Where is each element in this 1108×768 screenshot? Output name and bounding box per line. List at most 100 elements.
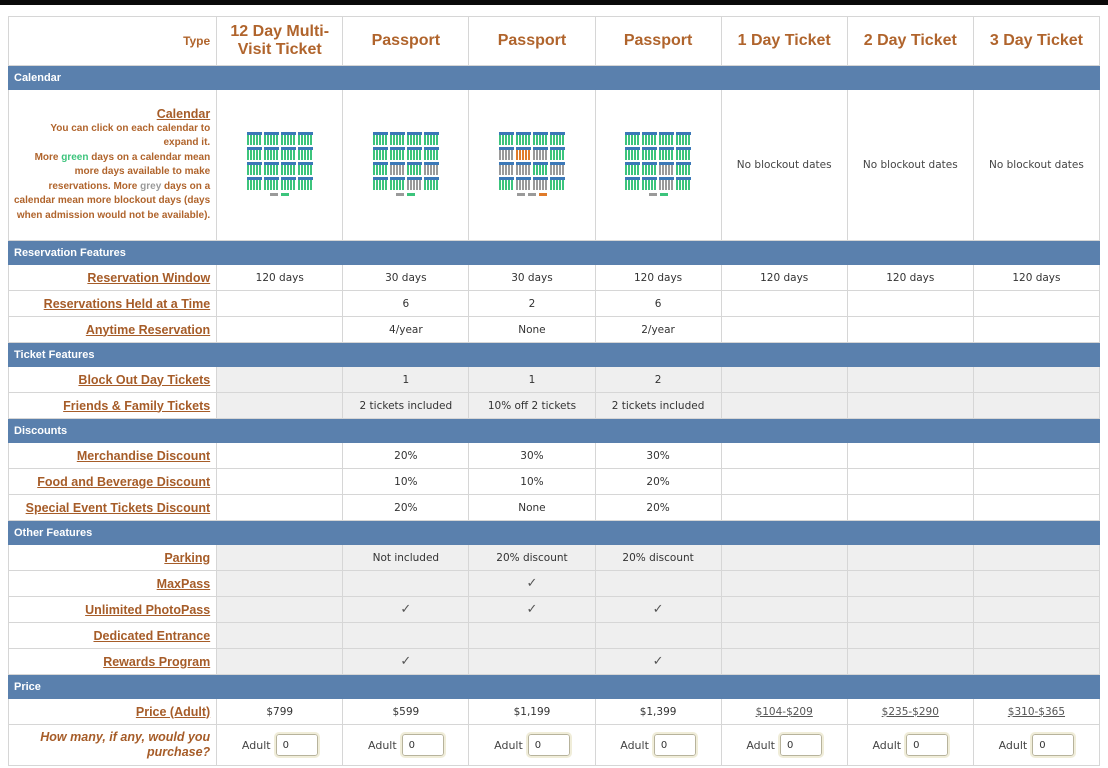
friends-family-tickets-label-cell: Friends & Family Tickets <box>7 392 218 419</box>
calendar-month <box>532 146 548 160</box>
food-beverage-discount-label-cell: Food and Beverage Discount <box>7 468 218 495</box>
merchandise-discount-label-cell: Merchandise Discount <box>7 442 218 469</box>
empty-cell <box>720 570 848 597</box>
calendar-month <box>389 131 405 145</box>
merchandise-discount-value <box>846 442 974 469</box>
maxpass-row: MaxPass ✓ <box>7 570 1101 597</box>
parking-link[interactable]: Parking <box>164 550 211 565</box>
empty-cell <box>972 622 1101 649</box>
calendar-desc-2a: More <box>34 151 62 163</box>
calendar-month <box>532 176 548 190</box>
price-range-link[interactable]: $104-$209 <box>755 705 813 718</box>
calendar-month <box>406 146 422 160</box>
reservation-window-value: 120 days <box>720 264 848 291</box>
anytime-reservation-value: 2/year <box>594 316 722 343</box>
dedicated-entrance-label-cell: Dedicated Entrance <box>7 622 218 649</box>
price-section-header: Price <box>8 674 1100 699</box>
food-beverage-discount-value: 10% <box>468 468 596 495</box>
calendar-month <box>406 176 422 190</box>
checkmark-icon: ✓ <box>594 648 722 675</box>
anytime-reservation-row: Anytime Reservation 4/year None 2/year <box>7 316 1101 343</box>
price-range-link[interactable]: $235-$290 <box>881 705 939 718</box>
empty-cell <box>846 648 974 675</box>
anytime-reservation-link[interactable]: Anytime Reservation <box>85 322 211 337</box>
calendar-month <box>642 176 658 190</box>
calendar-month <box>659 146 675 160</box>
price-section-row: Price <box>8 674 1100 699</box>
rewards-program-link[interactable]: Rewards Program <box>103 654 211 669</box>
quantity-cell: Adult <box>342 724 470 766</box>
adult-quantity-input[interactable] <box>399 732 446 758</box>
adult-quantity-input[interactable] <box>904 732 951 758</box>
anytime-reservation-value <box>216 316 344 343</box>
block-out-day-tickets-link[interactable]: Block Out Day Tickets <box>78 372 211 387</box>
calendar-thumbnail[interactable] <box>498 131 565 198</box>
price-cell: $599 <box>342 698 470 725</box>
quantity-cell: Adult <box>216 724 344 766</box>
parking-value: 20% discount <box>468 544 596 571</box>
price-value: $799 <box>266 705 294 718</box>
food-beverage-discount-value <box>720 468 848 495</box>
reservations-held-link[interactable]: Reservations Held at a Time <box>43 296 211 311</box>
calendar-month <box>549 146 565 160</box>
adult-quantity-input[interactable] <box>651 732 698 758</box>
ticket-section-row: Ticket Features <box>8 342 1100 367</box>
merchandise-discount-link[interactable]: Merchandise Discount <box>76 448 211 463</box>
calendar-thumbnail[interactable] <box>246 131 313 198</box>
calendar-cell <box>342 89 470 241</box>
special-event-discount-value: None <box>468 494 596 521</box>
friends-family-tickets-link[interactable]: Friends & Family Tickets <box>63 398 211 413</box>
food-beverage-discount-value <box>846 468 974 495</box>
price-value: $599 <box>392 705 420 718</box>
special-event-discount-value: 20% <box>594 494 722 521</box>
ticket-comparison-table: Type 12 Day Multi-Visit Ticket Passport Pas… <box>7 16 1101 766</box>
block-out-day-tickets-value: 1 <box>468 366 596 393</box>
calendar-month <box>515 131 531 145</box>
calendar-month <box>549 176 565 190</box>
food-beverage-discount-link[interactable]: Food and Beverage Discount <box>37 474 211 489</box>
calendar-month <box>659 176 675 190</box>
rewards-program-row: Rewards Program ✓ ✓ <box>7 648 1101 675</box>
empty-cell <box>216 622 344 649</box>
calendar-desc-2c: days on a calendar mean more blockout da… <box>14 180 211 221</box>
quantity-cell: Adult <box>468 724 596 766</box>
type-label: Type <box>7 16 218 66</box>
friends-family-tickets-value <box>720 392 848 419</box>
calendar-link[interactable]: Calendar <box>156 107 211 121</box>
reservation-window-link[interactable]: Reservation Window <box>87 270 211 285</box>
merchandise-discount-value: 30% <box>594 442 722 469</box>
calendar-thumbnail[interactable] <box>372 131 439 198</box>
adult-quantity-input[interactable] <box>525 732 572 758</box>
checkmark-icon: ✓ <box>342 648 470 675</box>
price-range-link[interactable]: $310-$365 <box>1007 705 1066 718</box>
calendar-month <box>406 131 422 145</box>
reservations-held-value <box>216 290 344 317</box>
adult-label: Adult <box>872 738 902 752</box>
maxpass-link[interactable]: MaxPass <box>156 576 211 591</box>
special-event-discount-link[interactable]: Special Event Tickets Discount <box>25 500 211 515</box>
empty-cell <box>342 570 470 597</box>
special-event-discount-value <box>972 494 1101 521</box>
empty-cell <box>342 622 470 649</box>
merchandise-discount-row: Merchandise Discount 20% 30% 30% <box>7 442 1101 469</box>
window-top-bar <box>0 0 1108 5</box>
adult-quantity-input[interactable] <box>778 732 824 758</box>
adult-quantity-input[interactable] <box>1030 732 1077 758</box>
calendar-month <box>372 176 388 190</box>
price-adult-link[interactable]: Price (Adult) <box>135 704 211 719</box>
quantity-cell: Adult <box>846 724 974 766</box>
parking-value <box>846 544 974 571</box>
parking-value: 20% discount <box>594 544 722 571</box>
calendar-thumbnail[interactable] <box>625 131 692 198</box>
calendar-month <box>389 176 405 190</box>
unlimited-photopass-link[interactable]: Unlimited PhotoPass <box>85 602 211 617</box>
adult-quantity-input[interactable] <box>273 732 320 758</box>
dedicated-entrance-link[interactable]: Dedicated Entrance <box>93 628 211 643</box>
purchase-question: How many, if any, would you purchase? <box>7 724 218 766</box>
price-cell: $104-$209 <box>720 698 848 725</box>
column-header: Passport <box>594 16 722 66</box>
special-event-discount-value <box>846 494 974 521</box>
empty-cell <box>846 570 974 597</box>
friends-family-tickets-row: Friends & Family Tickets 2 tickets includ… <box>7 392 1101 419</box>
price-value: $1,399 <box>639 705 677 718</box>
